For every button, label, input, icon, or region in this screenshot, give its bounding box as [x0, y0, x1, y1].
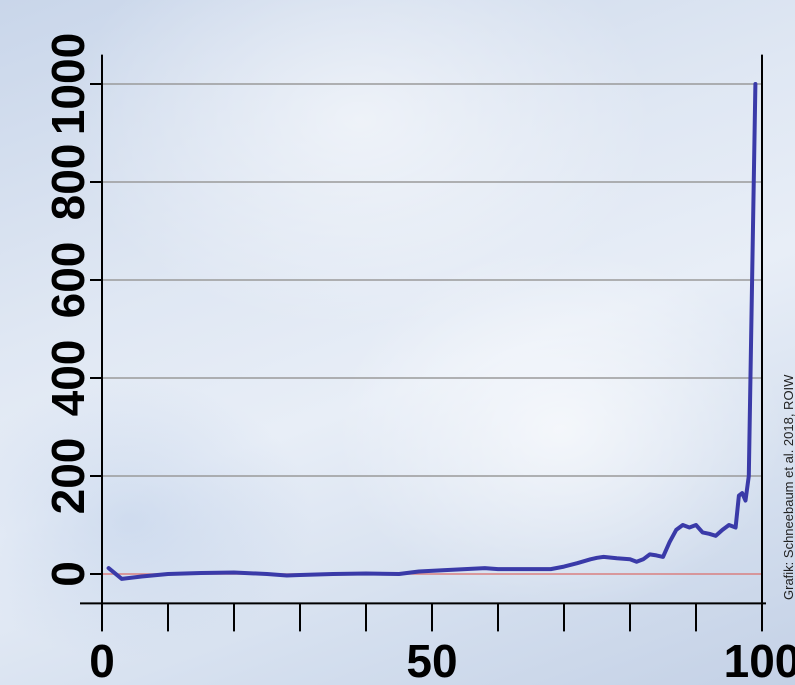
axes [80, 54, 766, 632]
gridlines [102, 83, 762, 575]
x-tick-labels: 0 50 100 [89, 635, 795, 685]
x-tick-label-50: 50 [406, 635, 457, 685]
y-tick-label-200: 200 [42, 438, 94, 515]
source-credit: Grafik: Schneebaum et al. 2018, ROIW [781, 374, 795, 600]
x-tick-label-100: 100 [724, 635, 795, 685]
y-tick-label-600: 600 [42, 242, 94, 319]
series-line-0 [106, 82, 758, 581]
y-tick-label-0: 0 [42, 561, 94, 587]
series-layer [106, 82, 758, 581]
y-tick-label-800: 800 [42, 144, 94, 221]
y-tick-label-1000: 1000 [42, 33, 94, 135]
x-tick-label-0: 0 [89, 635, 115, 685]
y-tick-label-400: 400 [42, 340, 94, 417]
y-tick-labels: 0 200 400 600 800 1000 [42, 33, 94, 587]
